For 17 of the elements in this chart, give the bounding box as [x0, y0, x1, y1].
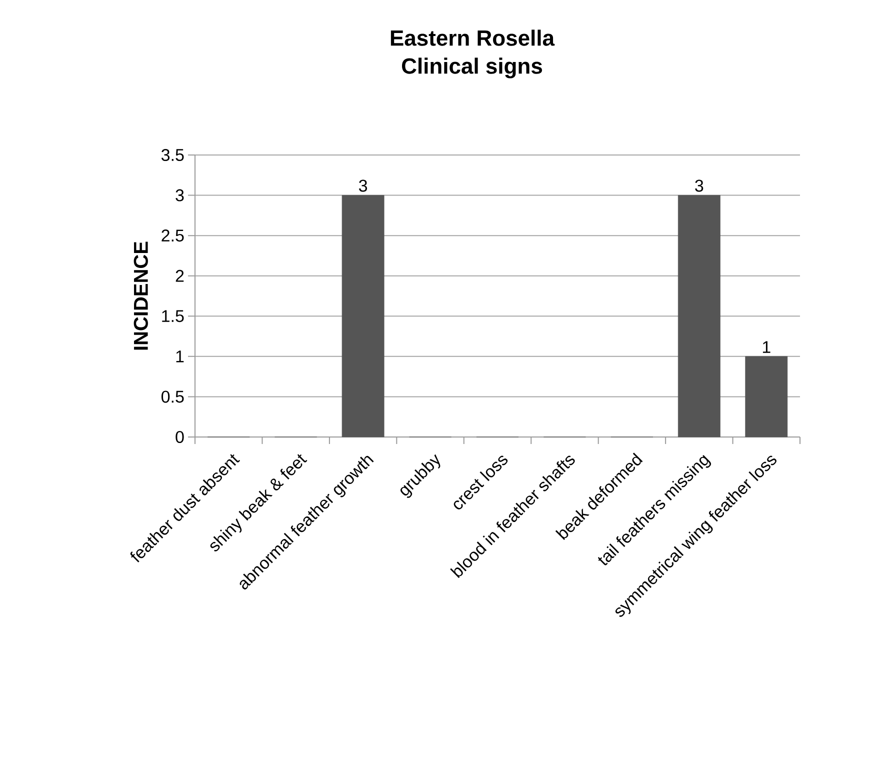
bar	[678, 195, 720, 438]
chart-subtitle: Clinical signs	[402, 58, 542, 78]
data-label: 3	[358, 180, 368, 192]
chart-title: Eastern Rosella	[390, 30, 555, 46]
bar	[745, 356, 788, 438]
y-axis-title: INCIDENCE	[134, 242, 148, 350]
y-tick-label: 3.5	[161, 148, 184, 162]
data-label: 3	[695, 180, 704, 192]
data-label: 1	[762, 341, 770, 353]
y-tick-label: 0	[176, 430, 184, 444]
y-tick-label: 2	[176, 270, 184, 282]
y-tick-label: 2.5	[162, 230, 184, 242]
y-tick-label: 1	[176, 350, 184, 362]
y-tick-label: 1.5	[162, 310, 184, 322]
bar	[342, 195, 384, 438]
y-tick-label: 3	[176, 189, 184, 202]
y-tick-label: 0.5	[161, 390, 184, 403]
